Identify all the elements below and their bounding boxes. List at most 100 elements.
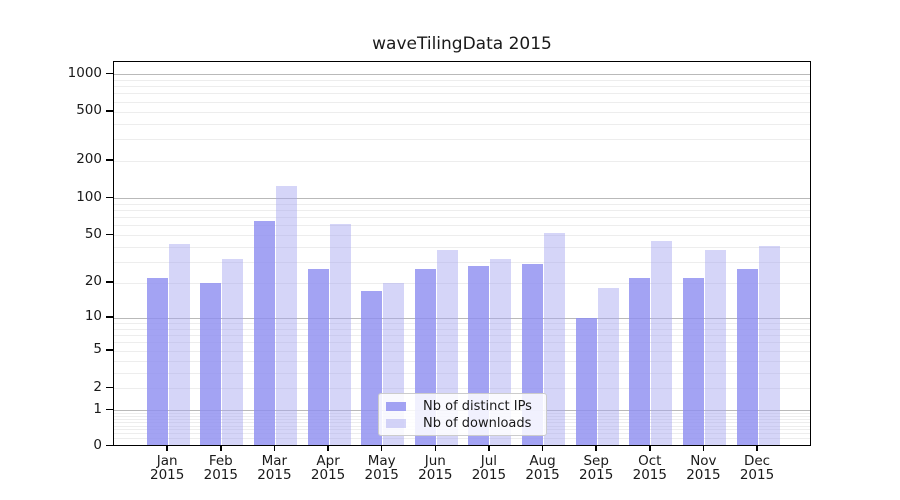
minor-gridline	[114, 101, 810, 103]
minor-gridline	[114, 235, 810, 236]
x-tick	[327, 446, 329, 451]
bar-downloads-aug	[544, 232, 565, 445]
bar-downloads-dec	[758, 245, 780, 445]
bar-downloads-nov	[704, 249, 726, 445]
x-tick	[595, 446, 597, 451]
x-tick	[756, 446, 758, 451]
y-tick	[106, 386, 113, 389]
bar-downloads-mar	[275, 186, 297, 445]
minor-gridline	[114, 217, 810, 219]
x-tick-label-month: Sep	[583, 453, 609, 469]
x-tick-label-month: Oct	[638, 453, 662, 469]
legend-item-distinct-ips: Nb of distinct IPs	[386, 399, 540, 414]
bar-downloads-apr	[329, 223, 351, 445]
bar-ips-nov	[682, 278, 704, 445]
x-tick-label-jun: Jun 2015	[400, 454, 470, 482]
bar-ips-oct	[629, 278, 651, 445]
legend-label-downloads: Nb of downloads	[423, 415, 532, 431]
x-tick-label-month: Aug	[529, 453, 556, 469]
minor-gridline	[114, 79, 810, 81]
bar-downloads-sep	[597, 288, 619, 445]
x-tick-label-year: 2015	[525, 467, 560, 483]
major-gridline	[114, 198, 810, 199]
bar-downloads-oct	[651, 240, 673, 445]
x-tick-label-month: Feb	[208, 453, 233, 469]
minor-gridline	[114, 437, 810, 439]
major-gridline	[114, 74, 810, 75]
y-tick-label: 100	[76, 188, 102, 205]
x-tick-label-year: 2015	[739, 467, 775, 483]
x-tick-label-year: 2015	[471, 467, 507, 483]
x-tick-label-month: Jun	[424, 453, 446, 469]
minor-gridline	[114, 282, 810, 284]
bar-ips-jan	[146, 278, 168, 445]
major-gridline	[114, 317, 810, 319]
bar-ips-feb	[200, 282, 222, 445]
minor-gridline	[114, 139, 810, 140]
minor-gridline	[114, 372, 810, 374]
y-tick-label: 5	[93, 341, 102, 358]
x-tick	[702, 446, 705, 451]
y-tick	[106, 72, 113, 74]
minor-gridline	[114, 335, 810, 337]
x-tick-label-year: 2015	[203, 467, 238, 483]
x-tick-label-year: 2015	[579, 467, 614, 483]
x-tick-label-month: Nov	[690, 453, 717, 469]
x-tick-label-jan: Jan 2015	[132, 454, 202, 482]
minor-gridline	[114, 342, 810, 344]
y-tick-label: 10	[84, 308, 102, 325]
bar-ips-mar	[253, 221, 275, 445]
x-tick-label-sep: Sep 2015	[561, 454, 631, 482]
x-tick	[273, 446, 276, 451]
y-tick-label: 50	[84, 225, 102, 242]
legend: Nb of distinct IPs Nb of downloads	[378, 393, 547, 436]
minor-gridline	[114, 111, 810, 113]
y-tick	[106, 110, 113, 112]
x-tick	[649, 446, 651, 451]
y-tick	[106, 159, 113, 161]
y-tick	[106, 233, 113, 235]
minor-gridline	[114, 323, 810, 324]
bar-downloads-feb	[222, 258, 244, 445]
bar-ips-sep	[575, 317, 597, 445]
y-tick-label: 200	[76, 151, 102, 168]
x-tick-label-year: 2015	[257, 467, 292, 483]
x-tick-label-apr: Apr 2015	[293, 454, 363, 482]
bar-ips-apr	[307, 269, 329, 445]
x-tick-label-dec: Dec 2015	[722, 454, 792, 482]
minor-gridline	[114, 123, 810, 125]
minor-gridline	[114, 203, 810, 205]
y-tick-label: 20	[84, 273, 102, 290]
legend-label-distinct-ips: Nb of distinct IPs	[423, 398, 532, 414]
y-tick-label: 2	[93, 378, 102, 395]
plot-area	[113, 61, 811, 446]
minor-gridline	[114, 360, 810, 362]
x-tick-label-month: Mar	[261, 453, 288, 469]
y-tick	[106, 196, 113, 198]
y-tick-label: 500	[76, 102, 102, 118]
x-tick	[434, 446, 436, 451]
y-tick-label: 0	[93, 436, 102, 453]
y-tick	[106, 316, 113, 318]
x-tick-label-month: Dec	[743, 453, 771, 469]
minor-gridline	[114, 160, 810, 162]
minor-gridline	[114, 93, 810, 95]
bar-ips-dec	[736, 269, 758, 445]
x-tick-label-year: 2015	[310, 467, 346, 483]
x-tick-label-month: Jan	[156, 453, 178, 469]
x-tick	[220, 446, 222, 451]
y-tick-label: 1	[93, 400, 102, 417]
y-tick	[106, 444, 113, 446]
x-tick-label-year: 2015	[150, 467, 185, 483]
x-tick-label-month: Jul	[480, 453, 498, 469]
x-tick-label-month: May	[367, 453, 396, 469]
bar-downloads-jan	[168, 244, 190, 445]
x-tick	[380, 446, 383, 451]
legend-swatch-distinct-ips	[386, 401, 406, 411]
minor-gridline	[114, 86, 810, 88]
y-tick	[106, 408, 113, 410]
x-tick	[488, 446, 490, 451]
x-tick-label-jul: Jul 2015	[454, 454, 524, 482]
minor-gridline	[114, 388, 810, 390]
